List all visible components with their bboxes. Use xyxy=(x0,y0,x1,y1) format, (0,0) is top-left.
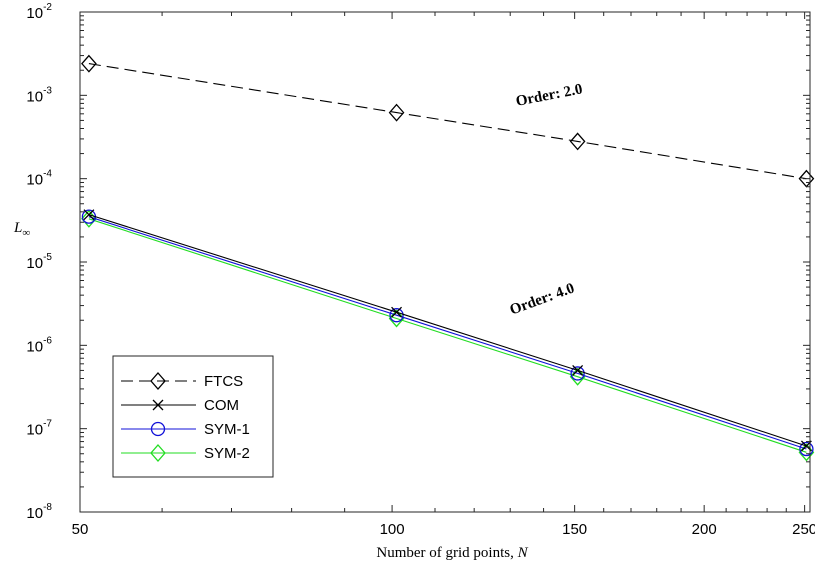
data-point-com xyxy=(83,209,95,221)
data-point-com xyxy=(391,306,403,318)
x-axis-label: Number of grid points, N xyxy=(376,545,528,561)
series-line-sym-2 xyxy=(88,218,807,453)
data-point-ftcs xyxy=(569,132,586,151)
legend-item-sym-2: SYM-2 xyxy=(121,444,250,462)
y-tick-label: 10-4 xyxy=(26,169,52,189)
series-layer xyxy=(81,54,815,462)
y-tick-label: 10-5 xyxy=(26,252,52,272)
ticks-layer: 10-8 10-7 10-6 10-5 10-4 10-3 10-2 50 100 150 200 2… xyxy=(26,2,815,538)
x-tick-label: 250 xyxy=(792,521,815,538)
series-sym-1 xyxy=(81,209,814,457)
series-com xyxy=(83,209,812,452)
series-ftcs xyxy=(81,54,815,188)
data-point-sym-1 xyxy=(570,366,585,381)
legend: FTCS COM SYM-1 SYM-2 xyxy=(112,355,274,478)
data-point-sym-2 xyxy=(388,309,405,328)
legend-marker xyxy=(150,421,166,437)
series-line-com xyxy=(88,214,807,447)
legend-item-com: COM xyxy=(121,397,239,414)
x-tick-label: 50 xyxy=(72,521,89,538)
y-tick-label: 10-3 xyxy=(26,85,52,105)
y-tick-label: 10-8 xyxy=(26,502,52,522)
y-tick-label: 10-2 xyxy=(26,2,52,22)
legend-marker xyxy=(150,444,166,462)
legend-label: SYM-2 xyxy=(204,445,250,462)
data-point-sym-1 xyxy=(389,308,404,323)
data-point-ftcs xyxy=(388,103,405,122)
data-point-ftcs xyxy=(81,54,97,73)
legend-item-sym-1: SYM-1 xyxy=(121,421,250,438)
data-point-sym-2 xyxy=(569,367,586,386)
x-tick-label: 150 xyxy=(562,521,587,538)
data-point-sym-2 xyxy=(798,443,815,462)
y-axis-label: L∞ xyxy=(13,220,30,239)
y-tick-label: 10-6 xyxy=(26,335,52,355)
legend-marker xyxy=(150,372,166,390)
data-point-com xyxy=(572,364,584,376)
y-tick-label: 10-7 xyxy=(26,419,52,439)
legend-label: COM xyxy=(204,397,239,414)
legend-marker xyxy=(152,399,164,411)
legend-box xyxy=(112,355,274,478)
series-line-ftcs xyxy=(88,63,807,180)
series-line-sym-1 xyxy=(88,216,807,450)
data-point-sym-1 xyxy=(799,441,814,457)
x-tick-label: 100 xyxy=(380,521,405,538)
x-tick-label: 200 xyxy=(692,521,717,538)
legend-item-ftcs: FTCS xyxy=(121,372,243,390)
legend-label: SYM-1 xyxy=(204,421,250,438)
legend-label: FTCS xyxy=(204,373,243,390)
